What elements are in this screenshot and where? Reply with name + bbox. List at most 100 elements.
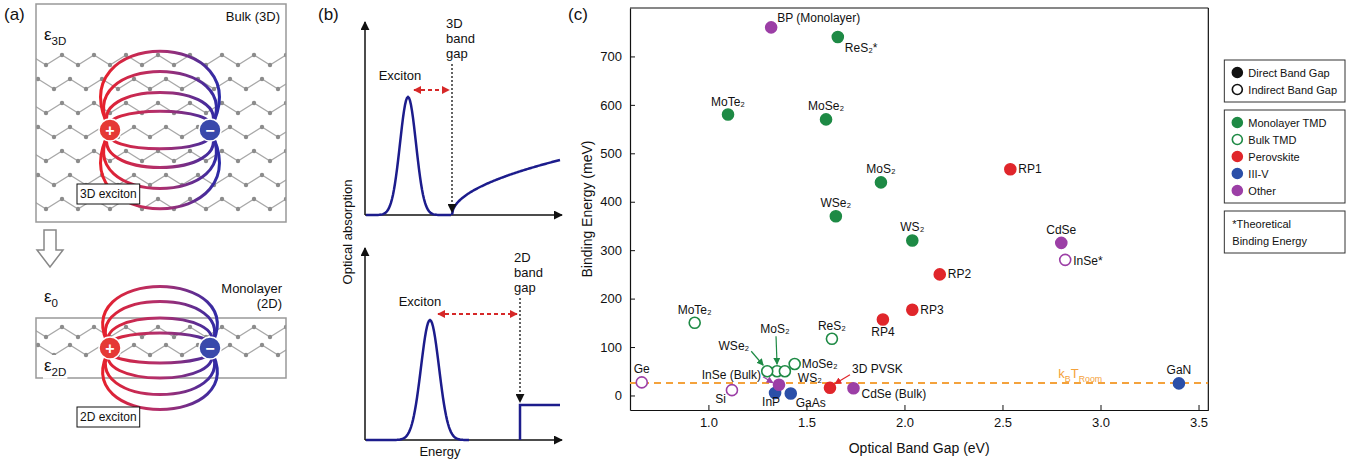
field-line <box>105 348 214 395</box>
point-label: MoS₂ <box>866 162 896 176</box>
y-tick-mark <box>630 395 635 396</box>
x-tick-mark <box>1199 405 1200 410</box>
point-label: MoSe₂ <box>808 99 844 113</box>
data-point <box>826 333 837 344</box>
y-tick: 100 <box>600 340 635 355</box>
lattice-atom <box>156 325 160 329</box>
lattice-atom <box>172 335 176 339</box>
text-patch <box>77 407 140 427</box>
reference-label-part: T <box>1071 366 1079 381</box>
field-line <box>103 287 217 349</box>
lattice-atom <box>228 125 232 129</box>
point-label: WS₂ <box>798 371 822 385</box>
lattice-atom <box>156 197 160 201</box>
lattice-atom <box>68 173 72 177</box>
y-tick-label: 200 <box>600 291 622 306</box>
y-tick-mark <box>630 299 635 300</box>
y-axis-line <box>630 9 631 411</box>
data-point <box>636 377 647 388</box>
lattice-atom <box>116 87 120 91</box>
lattice-atom <box>252 197 256 201</box>
gap-marker <box>451 64 452 212</box>
data-point <box>1173 378 1184 389</box>
x-tick: 2.0 <box>896 405 914 430</box>
x-tick-label: 3.5 <box>1190 415 1208 430</box>
panel-b: (b)Optical absorptionEnergyExciton3Dband… <box>318 5 562 459</box>
permittivity: ε3D <box>44 25 66 47</box>
lattice-atom <box>220 53 224 57</box>
exciton-label: 3D exciton <box>80 187 137 201</box>
lattice-atom <box>204 111 208 115</box>
data-point <box>907 304 918 315</box>
point-label: MoS₂ <box>760 322 790 336</box>
leader-arrow <box>763 377 773 383</box>
point-label: InSe (Bulk) <box>702 368 761 382</box>
bulk-lattice <box>36 53 286 211</box>
lattice-atom <box>52 135 56 139</box>
gap-label: 3D <box>446 16 463 31</box>
lattice-atom <box>244 87 248 91</box>
lattice-atom <box>260 173 264 177</box>
lattice-atom <box>148 87 152 91</box>
mono-lattice <box>36 325 286 357</box>
lattice-atom <box>164 173 168 177</box>
lattice-atom <box>76 111 80 115</box>
x-tick: 1.0 <box>700 405 718 430</box>
binding-arrow <box>438 313 517 315</box>
x-tick-label: 2.0 <box>896 415 914 430</box>
lattice-atom <box>244 135 248 139</box>
lattice-atom <box>212 87 216 91</box>
lattice-atom <box>180 135 184 139</box>
point-label: WSe₂ <box>821 196 852 210</box>
axis-title: Energy <box>419 444 461 459</box>
x-tick: 3.0 <box>1092 405 1110 430</box>
lattice-atom <box>156 101 160 105</box>
legend-marker <box>1232 118 1242 128</box>
y-tick-label: 700 <box>600 49 622 64</box>
x-tick-mark <box>708 405 709 410</box>
panel-a: (a)+−Bulk (3D)ε3D3D exciton+−Monolayer(2… <box>4 4 296 427</box>
lattice-atom <box>268 63 272 67</box>
lattice-atom <box>236 63 240 67</box>
field-line <box>108 348 213 378</box>
bulk-box <box>36 4 286 222</box>
lattice-atom <box>108 207 112 211</box>
lattice-atom <box>92 101 96 105</box>
box-title: (2D) <box>257 296 282 311</box>
x-tick-mark <box>1002 405 1003 410</box>
lattice-atom <box>220 149 224 153</box>
lattice-atom <box>44 207 48 211</box>
box-title: Monolayer <box>221 281 282 296</box>
schematic-axis <box>365 214 562 216</box>
lattice-atom <box>204 159 208 163</box>
legend-marker <box>1232 169 1242 179</box>
x-tick-label: 3.0 <box>1092 415 1110 430</box>
permittivity-part: 3D <box>52 35 67 47</box>
field-line <box>107 130 214 168</box>
point-label: ReS₂* <box>845 41 878 55</box>
y-tick-mark <box>630 347 635 348</box>
field-line <box>109 348 211 363</box>
point-label: WS₂ <box>900 220 924 234</box>
x-axis-line <box>631 410 1209 411</box>
lattice-atom <box>140 63 144 67</box>
box-title: Bulk (3D) <box>226 9 280 24</box>
reference-label-part: Room <box>1079 374 1103 384</box>
legend-label: Other <box>1248 185 1276 197</box>
legend-label: Perovskite <box>1248 151 1299 163</box>
text-patch <box>77 184 140 204</box>
lattice-atom <box>124 325 128 329</box>
lattice-atom <box>236 207 240 211</box>
x-tick-mark <box>904 405 905 410</box>
schematic-axis <box>364 248 366 440</box>
lattice-atom <box>68 125 72 129</box>
lattice-atom <box>180 87 184 91</box>
data-point <box>824 382 835 393</box>
field-line <box>105 302 214 349</box>
lattice-atom <box>164 343 168 347</box>
axis-title: Optical absorption <box>340 180 355 285</box>
lattice-atom <box>60 149 64 153</box>
field-line <box>109 111 211 130</box>
lattice-atom <box>228 77 232 81</box>
absorption-curve <box>366 320 469 440</box>
